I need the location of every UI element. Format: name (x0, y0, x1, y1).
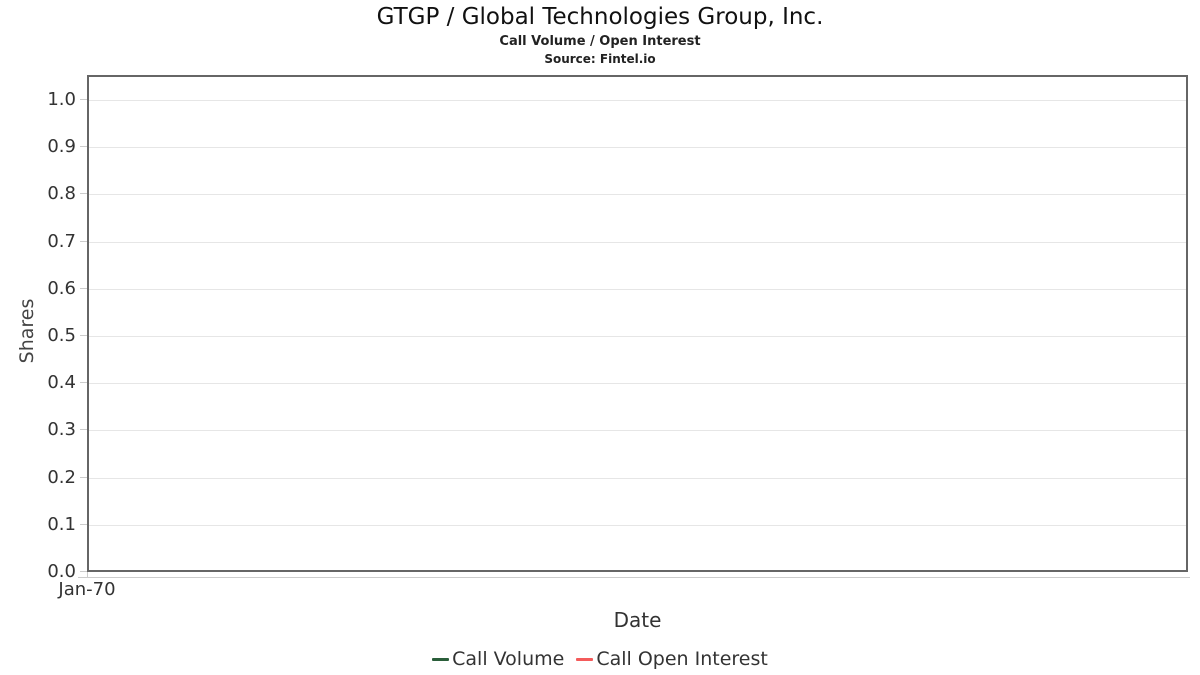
y-gridline (89, 288, 1186, 290)
y-tick-label: 0.6 (47, 277, 76, 299)
y-axis-tick-labels: 0.0 0.1 0.2 0.3 0.4 0.5 0.6 0.7 0.8 0.9 1.0 (0, 0, 76, 675)
y-tick-label: 0.1 (47, 513, 76, 535)
y-gridline (89, 383, 1186, 385)
legend: Call Volume Call Open Interest (0, 646, 1200, 672)
y-tick-label: 0.9 (47, 136, 76, 158)
y-tick-mark (80, 571, 87, 572)
chart-subtitle: Call Volume / Open Interest (499, 34, 701, 49)
x-axis-line (78, 577, 1190, 578)
legend-series-line-icon (432, 657, 450, 661)
y-tick-mark (80, 335, 87, 336)
y-tick-label: 0.8 (47, 183, 76, 205)
y-gridline (89, 194, 1186, 196)
y-tick-mark (80, 193, 87, 195)
y-axis-tick-marks (80, 0, 87, 675)
y-gridline (89, 524, 1186, 526)
y-tick-label: 0.0 (47, 561, 76, 582)
legend-item-label: Call Volume (452, 648, 565, 670)
x-tick-label: Jan-70 (58, 579, 116, 600)
y-tick-label: 0.3 (47, 419, 76, 441)
plot-area (87, 75, 1188, 572)
y-gridline (89, 477, 1186, 479)
y-tick-label: 0.4 (47, 372, 76, 394)
y-tick-label: 1.0 (47, 89, 76, 110)
y-gridline (89, 147, 1186, 149)
legend-series-line-icon (576, 657, 594, 661)
legend-item[interactable]: Call Volume (432, 648, 564, 670)
legend-item-label: Call Open Interest (596, 648, 768, 670)
y-gridline (89, 336, 1186, 337)
y-tick-mark (80, 240, 87, 242)
y-tick-mark (80, 429, 87, 431)
chart-source: Source: Fintel.io (544, 52, 656, 66)
y-gridline (89, 100, 1186, 101)
y-tick-mark (80, 523, 87, 525)
y-gridline (89, 430, 1186, 432)
y-tick-mark (80, 476, 87, 478)
y-tick-mark (80, 287, 87, 289)
y-tick-label: 0.7 (47, 230, 76, 252)
y-tick-mark (80, 146, 87, 148)
y-tick-label: 0.2 (47, 466, 76, 488)
chart-title: GTGP / Global Technologies Group, Inc. (376, 4, 824, 30)
y-tick-mark (80, 382, 87, 384)
x-tick-mark (87, 572, 88, 577)
legend-item[interactable]: Call Open Interest (576, 648, 768, 670)
y-tick-label: 0.5 (47, 325, 76, 346)
y-gridline (89, 241, 1186, 243)
x-axis-title: Date (613, 608, 662, 632)
y-tick-mark (80, 99, 87, 100)
